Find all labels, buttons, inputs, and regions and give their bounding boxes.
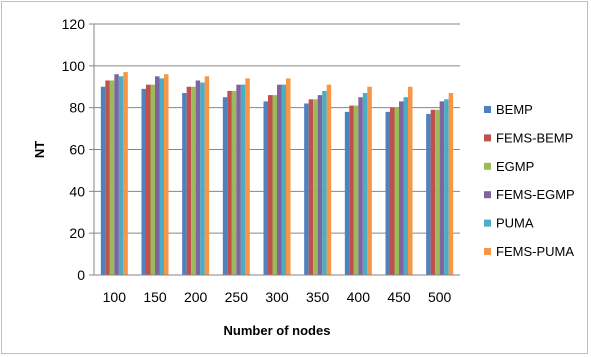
x-tick-label: 450 xyxy=(387,289,411,305)
bar-fems-egmp-450 xyxy=(399,101,404,276)
bar-fems-puma-250 xyxy=(245,78,250,275)
bar-bemp-350 xyxy=(304,103,309,275)
y-tick-label: 100 xyxy=(62,58,86,74)
bar-bemp-200 xyxy=(182,93,187,276)
bar-egmp-150 xyxy=(150,84,155,276)
bar-egmp-500 xyxy=(435,109,440,275)
bar-fems-bemp-400 xyxy=(349,105,354,275)
x-tick-label: 150 xyxy=(143,289,167,305)
y-tick-label: 40 xyxy=(69,183,85,199)
bar-puma-400 xyxy=(362,93,368,276)
legend-label-fems-bemp: FEMS-BEMP xyxy=(496,130,573,145)
bar-fems-egmp-500 xyxy=(439,101,445,276)
bar-fems-bemp-200 xyxy=(186,86,192,275)
y-tick-label: 0 xyxy=(77,267,85,283)
bar-egmp-450 xyxy=(394,107,399,276)
legend-label-egmp: EGMP xyxy=(496,159,534,174)
bar-fems-bemp-500 xyxy=(430,109,436,275)
bar-egmp-250 xyxy=(231,90,237,275)
x-tick-label: 100 xyxy=(103,289,127,305)
bar-fems-puma-400 xyxy=(367,86,372,275)
bar-puma-450 xyxy=(403,97,408,275)
bars xyxy=(100,72,454,276)
bar-egmp-350 xyxy=(313,99,318,275)
bar-fems-bemp-450 xyxy=(390,107,395,276)
bar-puma-300 xyxy=(281,84,286,276)
legend-swatch-bemp xyxy=(484,106,491,113)
bar-fems-puma-350 xyxy=(326,84,332,276)
bar-fems-egmp-200 xyxy=(195,80,201,275)
bar-egmp-300 xyxy=(272,95,277,275)
x-tick-label: 300 xyxy=(265,289,289,305)
x-tick-label: 350 xyxy=(306,289,330,305)
y-tick-label: 60 xyxy=(69,142,85,158)
bar-puma-100 xyxy=(118,76,124,276)
bar-fems-bemp-300 xyxy=(268,95,273,275)
bar-fems-puma-200 xyxy=(204,76,210,276)
y-axis-ticks: 0 20 40 60 80 100 120 xyxy=(62,16,94,283)
x-tick-label: 500 xyxy=(428,289,452,305)
bar-fems-puma-500 xyxy=(448,93,454,276)
bar-fems-bemp-350 xyxy=(308,99,314,275)
legend-swatch-fems-bemp xyxy=(484,134,491,142)
y-axis-title: NT xyxy=(32,141,47,158)
bar-puma-500 xyxy=(444,99,449,275)
bar-fems-puma-300 xyxy=(286,78,291,275)
bar-puma-150 xyxy=(159,78,164,275)
legend-swatch-egmp xyxy=(484,162,491,170)
bar-fems-puma-150 xyxy=(164,74,169,275)
bar-bemp-300 xyxy=(263,101,268,276)
bar-bemp-400 xyxy=(344,111,350,275)
legend-swatch-fems-puma xyxy=(484,248,491,255)
bar-puma-250 xyxy=(240,84,246,276)
bar-fems-egmp-150 xyxy=(155,76,160,276)
bar-fems-bemp-100 xyxy=(105,80,110,275)
bar-puma-350 xyxy=(322,90,327,275)
legend-swatch-fems-egmp xyxy=(484,191,491,199)
legend-label-puma: PUMA xyxy=(496,216,534,231)
bar-fems-puma-450 xyxy=(408,86,413,275)
bar-fems-egmp-100 xyxy=(114,74,119,275)
x-axis-ticks: 100 150 200 250 300 350 400 450 500 xyxy=(103,289,452,305)
bar-bemp-150 xyxy=(141,88,146,275)
legend-label-bemp: BEMP xyxy=(496,102,533,117)
bar-puma-200 xyxy=(200,82,205,275)
bar-fems-puma-100 xyxy=(123,72,128,275)
bar-egmp-200 xyxy=(191,86,196,275)
bar-fems-egmp-300 xyxy=(277,84,282,276)
y-tick-label: 20 xyxy=(69,225,85,241)
x-tick-label: 200 xyxy=(184,289,208,305)
bar-egmp-400 xyxy=(353,105,359,275)
legend-swatch-puma xyxy=(484,219,491,227)
bar-fems-egmp-350 xyxy=(317,95,323,275)
bar-bemp-100 xyxy=(100,86,106,275)
y-tick-label: 120 xyxy=(62,16,86,32)
bar-bemp-250 xyxy=(222,97,228,275)
bar-fems-bemp-250 xyxy=(227,90,232,275)
bar-fems-bemp-150 xyxy=(146,84,151,276)
y-tick-label: 80 xyxy=(69,100,85,116)
bar-egmp-100 xyxy=(109,80,115,275)
legend-label-fems-egmp: FEMS-EGMP xyxy=(496,187,575,202)
x-tick-label: 400 xyxy=(347,289,371,305)
x-axis-title: Number of nodes xyxy=(224,323,331,338)
bar-fems-egmp-400 xyxy=(358,97,363,275)
legend: BEMP FEMS-BEMP EGMP FEMS-EGMP PUMA FEMS-PUMA xyxy=(484,102,575,259)
legend-label-fems-puma: FEMS-PUMA xyxy=(496,244,574,259)
bar-bemp-500 xyxy=(426,113,431,275)
x-tick-label: 250 xyxy=(225,289,249,305)
bar-fems-egmp-250 xyxy=(236,84,241,276)
bar-bemp-450 xyxy=(385,111,390,275)
